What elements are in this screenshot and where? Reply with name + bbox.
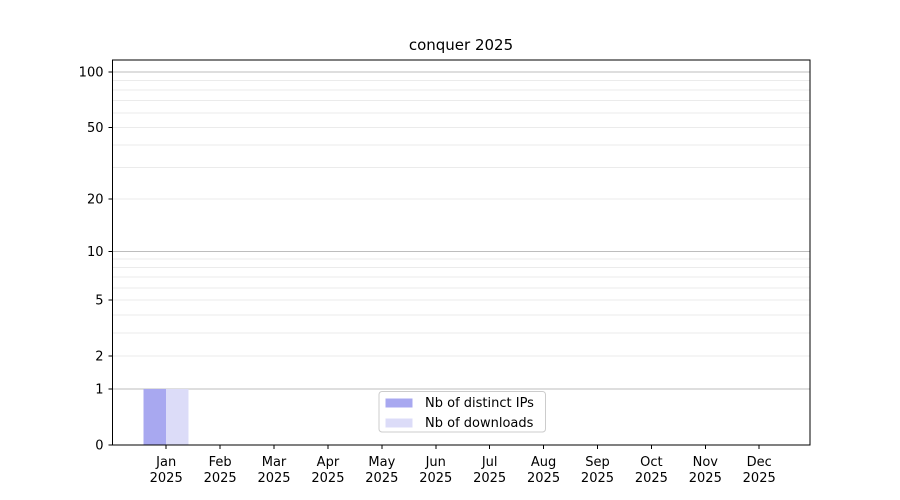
legend-swatch-nb-of-distinct-ips xyxy=(385,398,413,408)
y-tick-label: 0 xyxy=(95,439,103,454)
y-tick-label: 2 xyxy=(95,350,103,365)
x-tick-year: 2025 xyxy=(365,471,398,486)
legend-label-nb-of-downloads: Nb of downloads xyxy=(425,416,534,431)
plot-frame xyxy=(112,59,811,446)
x-tick-month: Mar xyxy=(262,455,287,470)
x-tick-month: Aug xyxy=(531,455,556,470)
x-tick-year: 2025 xyxy=(150,471,183,486)
x-tick-year: 2025 xyxy=(257,471,290,486)
x-tick-year: 2025 xyxy=(635,471,668,486)
y-tick-label: 10 xyxy=(87,245,104,260)
x-tick-year: 2025 xyxy=(527,471,560,486)
x-tick-year: 2025 xyxy=(473,471,506,486)
x-tick-month: Dec xyxy=(747,455,772,470)
x-tick-month: Oct xyxy=(640,455,662,470)
x-tick-year: 2025 xyxy=(689,471,722,486)
x-tick-month: Feb xyxy=(209,455,232,470)
y-tick-label: 50 xyxy=(87,121,104,136)
x-tick-year: 2025 xyxy=(311,471,344,486)
x-tick-month: Jun xyxy=(425,455,446,470)
x-tick-year: 2025 xyxy=(204,471,237,486)
y-tick-label: 20 xyxy=(87,193,104,208)
chart-title: conquer 2025 xyxy=(408,36,514,54)
x-tick-month: May xyxy=(368,455,395,470)
x-tick-year: 2025 xyxy=(419,471,452,486)
legend-swatch-nb-of-downloads xyxy=(385,418,413,428)
x-tick-month: Jan xyxy=(155,455,176,470)
x-tick-year: 2025 xyxy=(743,471,776,486)
x-tick-month: Sep xyxy=(585,455,610,470)
y-tick-label: 100 xyxy=(79,66,104,81)
x-tick-year: 2025 xyxy=(581,471,614,486)
legend: Nb of distinct IPs Nb of downloads xyxy=(378,391,546,433)
x-tick-month: Apr xyxy=(317,455,340,470)
bar-nb-of-downloads xyxy=(166,389,189,445)
y-tick-label: 1 xyxy=(95,383,103,398)
x-tick-month: Nov xyxy=(693,455,719,470)
bar-nb-of-distinct-ips xyxy=(143,389,167,445)
y-tick-label: 5 xyxy=(95,294,103,309)
legend-label-nb-of-distinct-ips: Nb of distinct IPs xyxy=(425,396,534,411)
x-tick-month: Jul xyxy=(481,455,498,470)
legend-box xyxy=(378,391,546,433)
